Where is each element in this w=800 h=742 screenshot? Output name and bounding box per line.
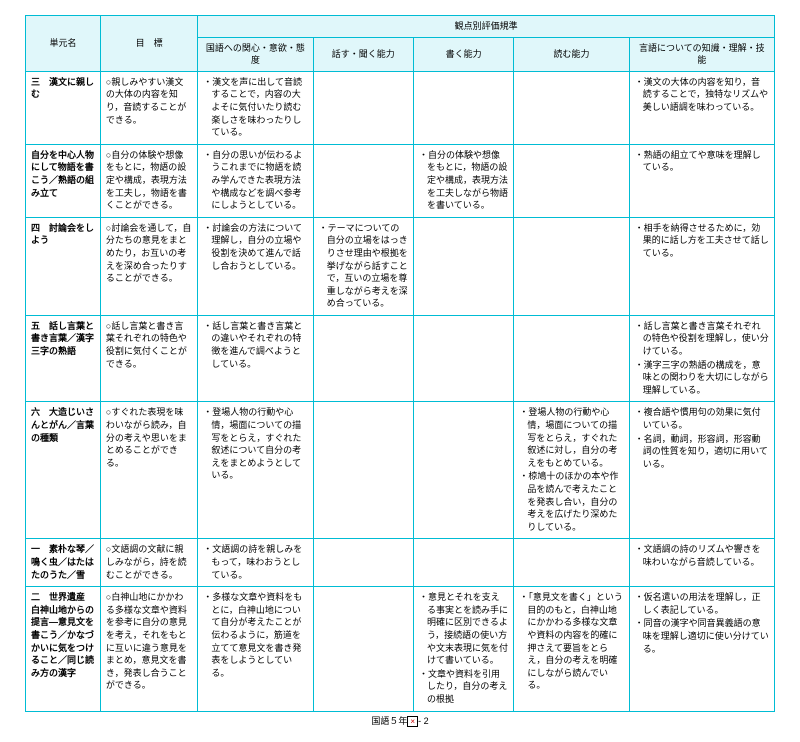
table-header: 単元名 目 標 観点別評価規準 国語への関心・意欲・態度 話す・聞く能力 書く能…: [26, 16, 775, 72]
header-c1: 国語への関心・意欲・態度: [198, 37, 313, 71]
criteria-item: ・自分の思いが伝わるようこれまでに物語を読み学んできた表現方法や構成などを調べ参…: [203, 149, 307, 212]
c5-cell: ・相手を納得させるために，効果的に話し方を工夫させて話している。: [629, 217, 774, 315]
table-row: 自分を中心人物にして物語を書こう／熟語の組み立て○自分の体験や想像をもとに，物語…: [26, 144, 775, 217]
footer-post: - 2: [418, 716, 429, 726]
goal-cell: ○自分の体験や想像をもとに，物語の設定や構成，表現方法を工夫し，物語を書くことが…: [100, 144, 197, 217]
unit-cell: 自分を中心人物にして物語を書こう／熟語の組み立て: [26, 144, 101, 217]
c2-cell: [313, 402, 413, 539]
evaluation-table: 単元名 目 標 観点別評価規準 国語への関心・意欲・態度 話す・聞く能力 書く能…: [25, 15, 775, 712]
criteria-item: ・複合語や慣用句の効果に気付いている。: [635, 406, 769, 431]
c1-cell: ・漢文を声に出して音読することで，内容の大よそに気付いたり読む楽しさを味わったり…: [198, 71, 313, 144]
criteria-item: ・意見とそれを支える事実とを読み手に明確に区別できるよう，接続語の使い方や文末表…: [419, 591, 508, 667]
criteria-item: ・討論会の方法について理解し，自分の立場や役割を決めて進んで話し合おうとしている…: [203, 222, 307, 272]
criteria-item: ・登場人物の行動や心情，場面についての描写をとらえ，すぐれた叙述に対し，自分の考…: [519, 406, 623, 469]
c5-cell: ・複合語や慣用句の効果に気付いている。 ・名詞，動詞，形容詞，形容動詞の性質を知…: [629, 402, 774, 539]
goal-cell: ○親しみやすい漢文の大体の内容を知り，音読することができる。: [100, 71, 197, 144]
unit-cell: 六 大造じいさんとがん／言葉の種類: [26, 402, 101, 539]
c2-cell: [313, 315, 413, 402]
c1-cell: ・自分の思いが伝わるようこれまでに物語を読み学んできた表現方法や構成などを調べ参…: [198, 144, 313, 217]
header-c4: 読む能力: [514, 37, 629, 71]
criteria-item: ・話し言葉と書き言葉との違いやそれぞれの特徴を進んで調べようとしている。: [203, 320, 307, 370]
footer-pre: 国語５年: [371, 716, 407, 726]
c4-cell: [514, 217, 629, 315]
criteria-item: ・自分の体験や想像をもとに，物語の設定や構成，表現方法を工夫しながら物語を書いて…: [419, 149, 508, 212]
criteria-item: ・名詞，動詞，形容詞，形容動詞の性質を知り，適切に用いている。: [635, 433, 769, 471]
c5-cell: ・話し言葉と書き言葉それぞれの特色や役割を理解し，使い分けている。・漢字三字の熟…: [629, 315, 774, 402]
header-c3: 書く能力: [413, 37, 513, 71]
c1-cell: ・討論会の方法について理解し，自分の立場や役割を決めて進んで話し合おうとしている…: [198, 217, 313, 315]
c1-cell: ・文語調の詩を親しみをもって，味わおうとしている。: [198, 539, 313, 587]
criteria-item: ・登場人物の行動や心情，場面についての描写をとらえ，すぐれた叙述について自分の考…: [203, 406, 307, 482]
table-row: 三 漢文に親しむ○親しみやすい漢文の大体の内容を知り，音読することができる。・漢…: [26, 71, 775, 144]
unit-cell: 五 話し言葉と書き言葉／漢字三字の熟語: [26, 315, 101, 402]
c2-cell: [313, 71, 413, 144]
c1-cell: ・話し言葉と書き言葉との違いやそれぞれの特徴を進んで調べようとしている。: [198, 315, 313, 402]
c3-cell: [413, 71, 513, 144]
table-row: 一 素朴な琴／鳴く虫／はたはたのうた／雪○文語調の文献に親しみながら，詩を読むこ…: [26, 539, 775, 587]
criteria-item: ・同音の漢字や同音異義語の意味を理解し適切に使い分けている。: [635, 617, 769, 655]
criteria-item: ・文章や資料を引用したり，自分の考えの根拠: [419, 668, 508, 706]
table-row: 二 世界遺産 白神山地からの提言—意見文を書こう／かなづかいに気をつけること／同…: [26, 587, 775, 711]
criteria-item: ・漢字三字の熟語の構成を，意味との関わりを大切にしながら理解している。: [635, 359, 769, 397]
table-row: 四 討論会をしよう○討論会を通して，自分たちの意見をまとめたり，お互いの考えを深…: [26, 217, 775, 315]
c2-cell: [313, 539, 413, 587]
c3-cell: [413, 315, 513, 402]
c4-cell: [514, 71, 629, 144]
table-row: 六 大造じいさんとがん／言葉の種類○すぐれた表現を味わいながら読み，自分の考えや…: [26, 402, 775, 539]
unit-cell: 二 世界遺産 白神山地からの提言—意見文を書こう／かなづかいに気をつけること／同…: [26, 587, 101, 711]
page-mark-icon: ×: [407, 716, 418, 727]
c3-cell: [413, 539, 513, 587]
criteria-item: ・話し言葉と書き言葉それぞれの特色や役割を理解し，使い分けている。: [635, 320, 769, 358]
c4-cell: [514, 144, 629, 217]
criteria-item: ・仮名遣いの用法を理解し，正しく表記している。: [635, 591, 769, 616]
header-c5: 言語についての知識・理解・技能: [629, 37, 774, 71]
header-unit: 単元名: [26, 16, 101, 72]
criteria-item: ・椋鳩十のほかの本や作品を読んで考えたことを発表し合い，自分の考えを広げたり深め…: [519, 470, 623, 533]
header-c2: 話す・聞く能力: [313, 37, 413, 71]
c2-cell: [313, 144, 413, 217]
c4-cell: [514, 539, 629, 587]
criteria-item: ・「意見文を書く」という目的のもと，白神山地にかかわる多様な文章や資料の内容を的…: [519, 591, 623, 692]
c5-cell: ・仮名遣いの用法を理解し，正しく表記している。・同音の漢字や同音異義語の意味を理…: [629, 587, 774, 711]
unit-cell: 四 討論会をしよう: [26, 217, 101, 315]
criteria-item: ・文語調の詩を親しみをもって，味わおうとしている。: [203, 543, 307, 581]
c3-cell: [413, 217, 513, 315]
unit-cell: 一 素朴な琴／鳴く虫／はたはたのうた／雪: [26, 539, 101, 587]
table-row: 五 話し言葉と書き言葉／漢字三字の熟語○話し言葉と書き言葉それぞれの特色や役割に…: [26, 315, 775, 402]
c4-cell: [514, 315, 629, 402]
criteria-item: ・テーマについての自分の立場をはっきりさせ理由や根拠を挙げながら話すことで，互い…: [319, 222, 408, 310]
c5-cell: ・漢文の大体の内容を知り，音読することで，独特なリズムや美しい語調を味わっている…: [629, 71, 774, 144]
header-criteria-group: 観点別評価規準: [198, 16, 775, 38]
criteria-item: ・多様な文章や資料をもとに，白神山地について自分が考えたことが伝わるように，筋道…: [203, 591, 307, 679]
c2-cell: ・テーマについての自分の立場をはっきりさせ理由や根拠を挙げながら話すことで，互い…: [313, 217, 413, 315]
page-footer: 国語５年×- 2: [25, 714, 775, 727]
c3-cell: ・自分の体験や想像をもとに，物語の設定や構成，表現方法を工夫しながら物語を書いて…: [413, 144, 513, 217]
criteria-item: ・相手を納得させるために，効果的に話し方を工夫させて話している。: [635, 222, 769, 260]
header-goal: 目 標: [100, 16, 197, 72]
unit-cell: 三 漢文に親しむ: [26, 71, 101, 144]
c1-cell: ・多様な文章や資料をもとに，白神山地について自分が考えたことが伝わるように，筋道…: [198, 587, 313, 711]
goal-cell: ○討論会を通して，自分たちの意見をまとめたり，お互いの考えを深め合ったりすること…: [100, 217, 197, 315]
c2-cell: [313, 587, 413, 711]
c5-cell: ・熟語の組立てや意味を理解している。: [629, 144, 774, 217]
criteria-item: ・熟語の組立てや意味を理解している。: [635, 149, 769, 174]
c4-cell: ・登場人物の行動や心情，場面についての描写をとらえ，すぐれた叙述に対し，自分の考…: [514, 402, 629, 539]
c3-cell: [413, 402, 513, 539]
table-body: 三 漢文に親しむ○親しみやすい漢文の大体の内容を知り，音読することができる。・漢…: [26, 71, 775, 711]
criteria-item: ・漢文の大体の内容を知り，音読することで，独特なリズムや美しい語調を味わっている…: [635, 76, 769, 114]
c4-cell: ・「意見文を書く」という目的のもと，白神山地にかかわる多様な文章や資料の内容を的…: [514, 587, 629, 711]
goal-cell: ○白神山地にかかわる多様な文章や資料を参考に自分の意見を考え，それをもとに互いに…: [100, 587, 197, 711]
criteria-item: ・漢文を声に出して音読することで，内容の大よそに気付いたり読む楽しさを味わったり…: [203, 76, 307, 139]
c1-cell: ・登場人物の行動や心情，場面についての描写をとらえ，すぐれた叙述について自分の考…: [198, 402, 313, 539]
c5-cell: ・文語調の詩のリズムや響きを味わいながら音読している。: [629, 539, 774, 587]
goal-cell: ○話し言葉と書き言葉それぞれの特色や役割に気付くことができる。: [100, 315, 197, 402]
goal-cell: ○すぐれた表現を味わいながら読み，自分の考えや思いをまとめることができる。: [100, 402, 197, 539]
goal-cell: ○文語調の文献に親しみながら，詩を読むことができる。: [100, 539, 197, 587]
c3-cell: ・意見とそれを支える事実とを読み手に明確に区別できるよう，接続語の使い方や文末表…: [413, 587, 513, 711]
